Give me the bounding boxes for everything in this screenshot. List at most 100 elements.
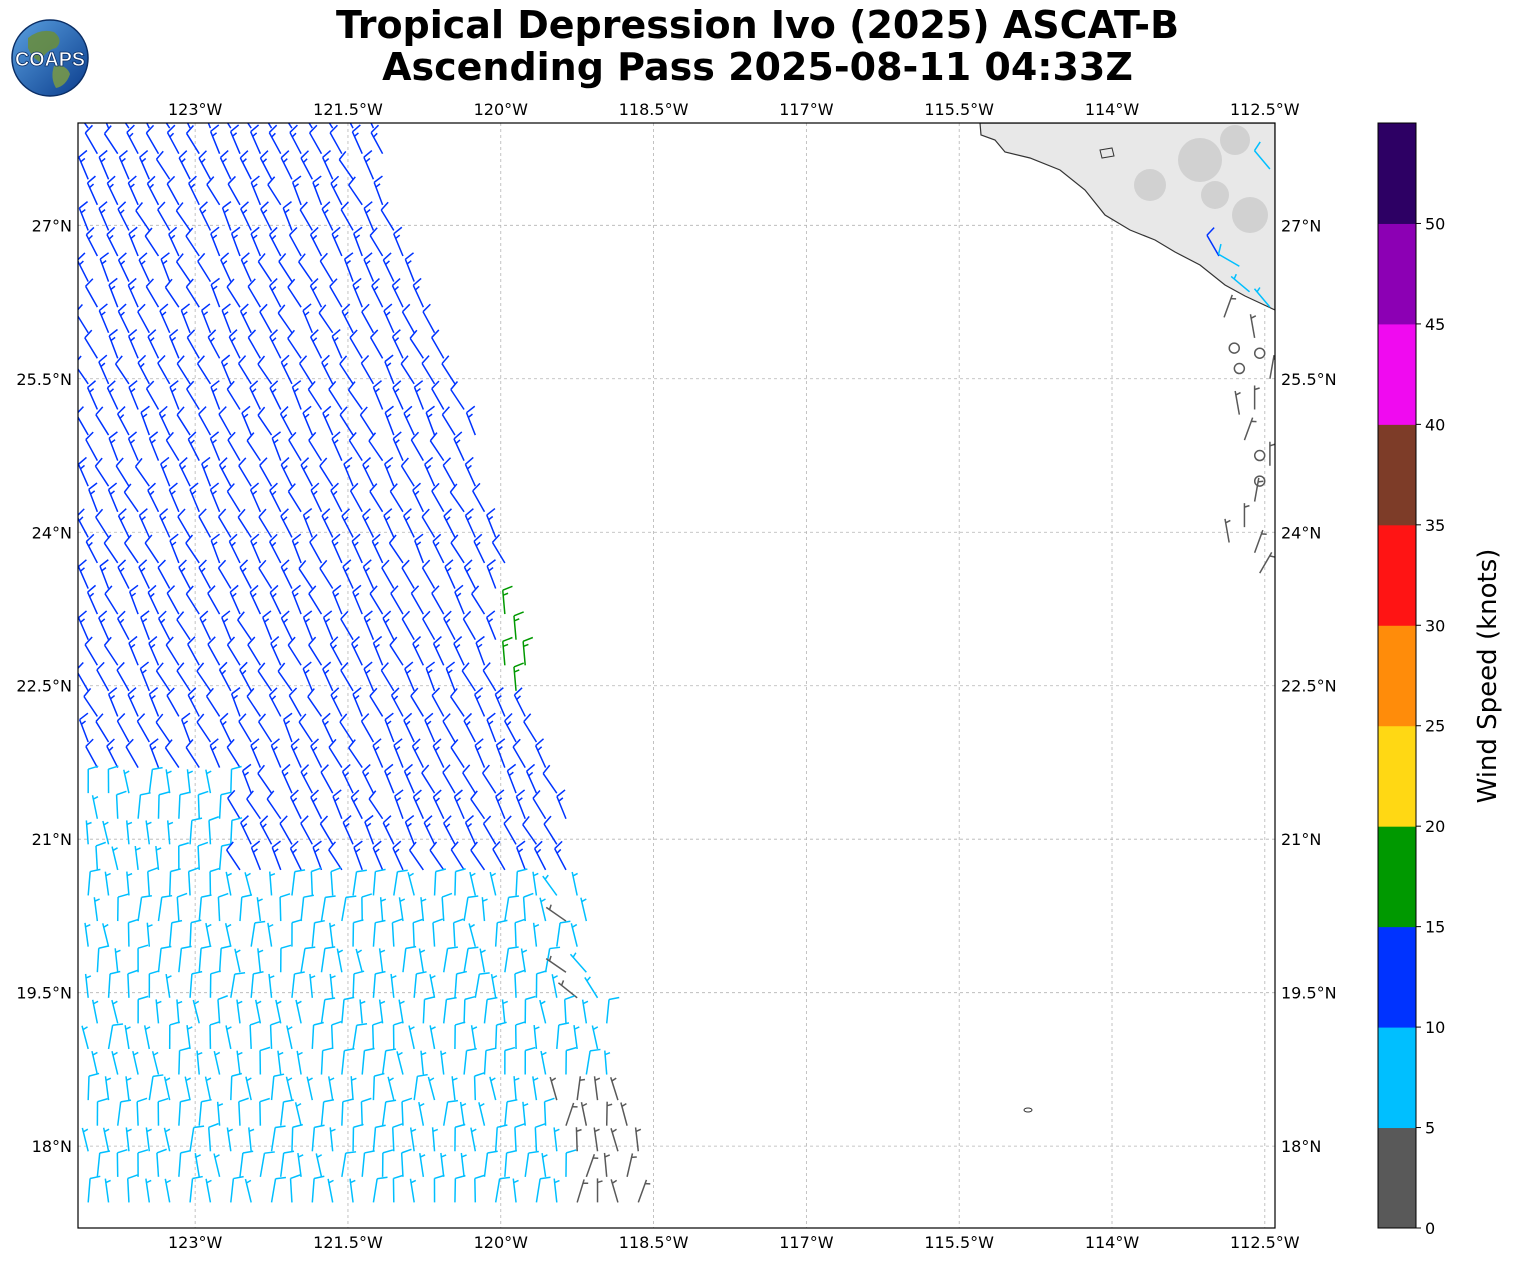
wind-barb (311, 919, 325, 947)
wind-barb (291, 918, 303, 947)
wind-barb (126, 1174, 138, 1203)
wind-barb (98, 354, 110, 385)
wind-barb (576, 1076, 586, 1101)
wind-barb (338, 150, 354, 180)
colorbar-bin (1378, 1027, 1416, 1129)
wind-barb (320, 764, 334, 794)
wind-barb (117, 303, 130, 334)
wind-barb (123, 534, 139, 564)
wind-barb (381, 1149, 394, 1177)
wind-barb (155, 713, 171, 743)
wind-barb (610, 1128, 619, 1152)
wind-barb (291, 584, 302, 615)
wind-barb (250, 971, 264, 998)
wind-barb (128, 635, 139, 666)
wind-barb (580, 1102, 588, 1126)
wind-barb (103, 125, 119, 155)
wind-barb (310, 867, 322, 896)
coastal-wind-barb (1217, 243, 1240, 267)
wind-barb (240, 252, 252, 282)
wind-barb (239, 303, 252, 334)
wind-barb (106, 380, 119, 410)
wind-barb (421, 559, 436, 589)
wind-barb (352, 277, 363, 308)
wind-barb (102, 820, 110, 845)
wind-barb (610, 1179, 619, 1203)
wind-barb (239, 559, 252, 589)
wind-barb (250, 920, 266, 947)
wind-barb (291, 533, 302, 564)
wind-barb (425, 661, 436, 692)
wind-barb (453, 789, 465, 820)
wind-barb (291, 380, 302, 410)
colorbar-bin (1378, 625, 1416, 727)
wind-barb (605, 996, 620, 1024)
wind-barb (208, 816, 220, 845)
wind-barb (603, 1152, 611, 1177)
wind-barb (341, 1047, 355, 1075)
wind-barb (198, 508, 212, 538)
wind-barb (267, 176, 282, 206)
wind-barb (200, 303, 212, 334)
wind-barb (291, 1123, 303, 1152)
wind-barb (534, 1123, 546, 1152)
wind-barb (432, 789, 445, 820)
wind-barb (282, 712, 293, 743)
wind-barb (494, 1021, 507, 1049)
wind-barb (168, 482, 180, 513)
wind-barb (85, 431, 99, 461)
wind-barb (279, 405, 293, 436)
wind-barb (147, 482, 160, 513)
wind-barb (189, 1125, 205, 1152)
wind-barb (189, 1175, 203, 1203)
wind-barb (104, 1178, 111, 1203)
wind-barb (449, 483, 465, 513)
wind-barb (512, 738, 526, 768)
wind-barb (302, 303, 313, 334)
wind-barb (321, 201, 334, 231)
axis-tick-labels: 123°W 123°W 121.5°W 121.5°W 120°W 120°W 118.5°… (16, 100, 1336, 1252)
wind-barb (98, 303, 110, 334)
wind-barb (237, 355, 252, 385)
wind-barb (165, 123, 171, 129)
wind-barb (539, 999, 547, 1024)
wind-barb (524, 1150, 539, 1177)
wind-barb (184, 1076, 192, 1101)
lon-label-bottom: 118.5°W (619, 1233, 689, 1252)
wind-barb (157, 1097, 169, 1126)
wind-barb (413, 1073, 428, 1101)
wind-barb (339, 355, 354, 385)
wind-barb (96, 661, 110, 692)
wind-barb (226, 483, 241, 513)
wind-barb (270, 1073, 285, 1101)
wind-barb (452, 918, 464, 947)
wind-barb (116, 661, 130, 692)
wind-barb (340, 662, 354, 692)
wind-barb (369, 329, 384, 359)
wind-barb (290, 738, 302, 768)
wind-barb (355, 948, 363, 973)
wind-barb (217, 508, 232, 538)
wind-barb (444, 559, 456, 589)
wind-barb (349, 329, 363, 359)
wind-barb (207, 1122, 219, 1152)
wind-barb (472, 482, 486, 513)
wind-barb (107, 1023, 124, 1050)
wind-barb (198, 945, 212, 973)
wind-barb (230, 817, 243, 845)
wind-barb (111, 1051, 119, 1075)
wind-barb (148, 970, 160, 998)
colorbar-tick-label: 45 (1425, 315, 1445, 334)
wind-barb (423, 815, 436, 845)
wind-barb (279, 893, 291, 922)
wind-barb (124, 1025, 131, 1050)
wind-barb (165, 769, 172, 794)
wind-barb (268, 533, 282, 564)
wind-barb (565, 1046, 577, 1075)
wind-barb (463, 712, 476, 743)
wind-barb (320, 1047, 333, 1075)
wind-barb (512, 1178, 519, 1203)
wind-barb (238, 713, 252, 743)
wind-barb (145, 380, 160, 410)
wind-barbs (78, 123, 1275, 1203)
